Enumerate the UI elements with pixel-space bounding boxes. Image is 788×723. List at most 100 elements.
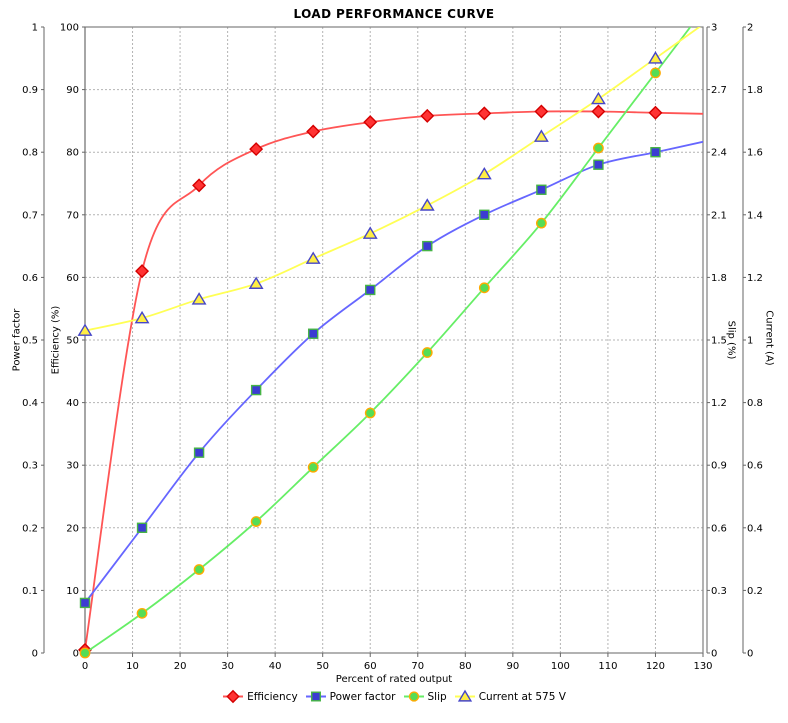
legend-marker-slip-icon	[403, 691, 424, 702]
legend-label-slip: Slip	[427, 690, 447, 703]
tick-label-slip: 1.8	[711, 273, 727, 284]
tick-label-x: 90	[506, 661, 519, 672]
marker-slip	[535, 217, 547, 229]
tick-label-power_factor: 0.4	[22, 398, 38, 409]
marker-power-factor	[593, 159, 604, 170]
tick-label-current: 1.4	[747, 210, 763, 221]
marker-efficiency	[648, 105, 663, 120]
tick-label-x: 100	[551, 661, 570, 672]
tick-label-efficiency: 90	[66, 85, 79, 96]
tick-label-slip: 2.4	[711, 148, 727, 159]
marker-efficiency	[192, 178, 207, 193]
tick-label-power_factor: 1	[32, 23, 38, 34]
marker-efficiency	[306, 124, 321, 139]
marker-slip	[421, 347, 433, 358]
tick-label-power_factor: 0.7	[22, 210, 38, 221]
legend-item-current-at-575-v: Current at 575 V	[454, 689, 566, 704]
tick-label-x: 40	[269, 661, 282, 672]
marker-efficiency	[249, 142, 264, 157]
marker-efficiency	[477, 106, 492, 121]
tick-label-x: 70	[411, 661, 424, 672]
tick-label-efficiency: 30	[66, 461, 79, 472]
tick-label-efficiency: 50	[66, 336, 79, 347]
marker-efficiency	[534, 104, 549, 119]
tick-label-power_factor: 0.3	[22, 461, 38, 472]
tick-label-slip: 3	[711, 23, 717, 34]
marker-power-factor	[136, 522, 148, 533]
marker-power-factor	[79, 597, 91, 609]
plot-area: 00.10.20.30.40.50.60.70.80.9101020304050…	[22, 23, 763, 673]
tick-label-x: 80	[459, 661, 472, 672]
marker-power-factor	[479, 209, 490, 221]
tick-label-slip: 0.6	[711, 523, 727, 534]
tick-label-power_factor: 0.8	[22, 148, 38, 159]
tick-label-x: 30	[221, 661, 234, 672]
tick-label-x: 20	[174, 661, 187, 672]
legend-shape-slip	[408, 691, 419, 702]
marker-current-at-575-v	[533, 129, 549, 142]
marker-current-at-575-v	[476, 166, 492, 180]
marker-slip	[193, 564, 205, 575]
tick-label-current: 0.4	[747, 523, 763, 534]
tick-label-current: 0.6	[747, 461, 763, 472]
tick-label-power_factor: 0.6	[22, 273, 38, 284]
marker-slip	[593, 142, 604, 154]
tick-label-x: 120	[646, 661, 665, 672]
marker-slip	[79, 647, 91, 659]
tick-label-slip: 1.2	[711, 398, 727, 409]
tick-label-x: 60	[364, 661, 377, 672]
axis-title-x: Percent of rated output	[335, 674, 453, 685]
legend-shape-efficiency	[226, 689, 240, 704]
marker-power-factor	[365, 284, 376, 296]
marker-efficiency	[363, 115, 378, 130]
marker-current-at-575-v	[648, 51, 663, 64]
tick-label-current: 0	[747, 649, 753, 660]
tick-label-power_factor: 0.9	[22, 85, 38, 96]
series-line-current-at-575-v	[85, 27, 701, 332]
legend-marker-power-factor-icon	[305, 691, 326, 702]
marker-power-factor	[650, 146, 661, 158]
marker-slip	[364, 407, 376, 419]
legend-shape-current-at-575-v	[457, 689, 472, 702]
legend-item-efficiency: Efficiency	[222, 689, 298, 704]
tick-label-slip: 0.9	[711, 461, 727, 472]
tick-label-current: 1	[747, 336, 753, 347]
marker-power-factor	[250, 384, 262, 396]
tick-label-current: 0.2	[747, 586, 763, 597]
tick-label-current: 2	[747, 23, 753, 34]
tick-label-power_factor: 0	[32, 649, 38, 660]
axis-title-efficiency: Efficiency (%)	[50, 305, 62, 375]
marker-power-factor	[536, 184, 547, 195]
tick-label-slip: 2.1	[711, 210, 727, 221]
legend-shape-power-factor	[310, 691, 321, 702]
legend-marker-efficiency-icon	[223, 689, 244, 704]
marker-current-at-575-v	[248, 276, 264, 289]
marker-efficiency	[135, 264, 150, 279]
marker-current-at-575-v	[362, 226, 378, 239]
legend-label-power-factor: Power factor	[329, 690, 396, 703]
marker-current-at-575-v	[419, 198, 435, 211]
tick-label-efficiency: 100	[60, 23, 79, 34]
tick-label-efficiency: 10	[66, 586, 79, 597]
tick-label-power_factor: 0.5	[22, 336, 38, 347]
marker-current-at-575-v	[590, 91, 606, 105]
tick-label-current: 1.6	[747, 148, 763, 159]
tick-label-slip: 0.3	[711, 586, 727, 597]
legend: Efficiency Power factor Slip Current at 575…	[0, 689, 788, 704]
tick-label-efficiency: 70	[66, 210, 79, 221]
legend-marker-current-at-575-v-icon	[454, 689, 475, 702]
axis-title-current: Current (A)	[763, 310, 775, 366]
marker-slip	[650, 67, 661, 79]
marker-slip	[307, 461, 319, 473]
tick-label-slip: 1.5	[711, 336, 727, 347]
marker-efficiency	[591, 104, 606, 119]
tick-label-slip: 2.7	[711, 85, 727, 96]
marker-power-factor	[193, 447, 205, 458]
series-line-efficiency	[85, 110, 703, 651]
tick-label-efficiency: 80	[66, 148, 79, 159]
tick-label-current: 0.8	[747, 398, 763, 409]
chart-title: LOAD PERFORMANCE CURVE	[293, 7, 495, 21]
legend-label-efficiency: Efficiency	[247, 690, 298, 703]
marker-slip	[250, 516, 262, 527]
